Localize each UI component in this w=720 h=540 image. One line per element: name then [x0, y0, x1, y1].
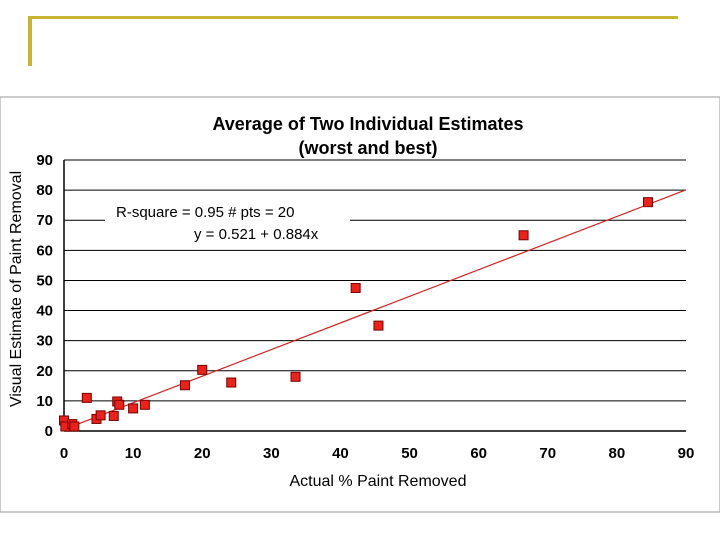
y-tick-label: 30 — [36, 333, 53, 350]
x-tick-label: 20 — [194, 445, 211, 462]
x-tick-label: 70 — [539, 445, 556, 462]
x-tick-label: 60 — [470, 445, 487, 462]
annotation-equation: y = 0.521 + 0.884x — [194, 226, 319, 243]
x-tick-label: 90 — [678, 445, 695, 462]
data-point — [518, 230, 529, 241]
x-tick-labels: 0 10 20 30 40 50 60 70 80 90 — [60, 445, 695, 462]
decorative-horizontal-bar — [28, 16, 678, 19]
data-point — [290, 371, 301, 382]
x-tick-label: 80 — [609, 445, 626, 462]
gridlines — [64, 159, 686, 402]
trendline — [63, 189, 687, 430]
data-point — [69, 421, 80, 432]
y-tick-label: 0 — [45, 423, 53, 440]
chart-frame — [0, 96, 720, 513]
trendline-group — [63, 189, 687, 430]
y-tick-label: 10 — [36, 393, 53, 410]
x-tick-label: 0 — [60, 445, 68, 462]
y-axis-label: Visual Estimate of Paint Removal — [8, 171, 25, 407]
data-point — [81, 392, 92, 403]
decorative-vertical-bar — [28, 16, 32, 66]
data-point — [95, 410, 106, 421]
y-tick-label: 90 — [36, 152, 53, 169]
y-tick-label: 80 — [36, 182, 53, 199]
x-tick-label: 30 — [263, 445, 280, 462]
data-point — [114, 399, 125, 410]
data-point — [642, 197, 653, 208]
annotation-box — [105, 200, 350, 244]
data-point — [108, 410, 119, 421]
x-axis-label: Actual % Paint Removed — [290, 473, 467, 490]
chart-subtitle: (worst and best) — [298, 138, 437, 158]
data-point — [197, 364, 208, 375]
y-tick-label: 20 — [36, 363, 53, 380]
data-point — [128, 403, 139, 414]
x-tick-label: 40 — [332, 445, 349, 462]
y-tick-labels: 0 10 20 30 40 50 60 70 80 90 — [36, 152, 53, 440]
y-tick-label: 70 — [36, 212, 53, 229]
y-tick-label: 50 — [36, 272, 53, 289]
data-point — [350, 282, 361, 293]
x-tick-label: 10 — [125, 445, 142, 462]
x-tick-label: 50 — [401, 445, 418, 462]
data-point — [226, 377, 237, 388]
chart-title: Average of Two Individual Estimates — [212, 114, 523, 134]
annotation-rsquare: R-square = 0.95 # pts = 20 — [116, 204, 294, 221]
data-point — [139, 399, 150, 410]
data-point — [373, 320, 384, 331]
data-points — [59, 197, 653, 432]
data-point — [179, 380, 190, 391]
y-tick-label: 60 — [36, 242, 53, 259]
y-tick-label: 40 — [36, 303, 53, 320]
